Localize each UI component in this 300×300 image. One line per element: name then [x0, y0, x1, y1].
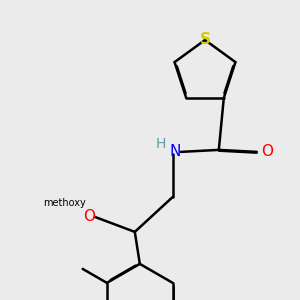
Text: O: O	[261, 144, 273, 159]
Text: H: H	[156, 137, 166, 151]
Text: S: S	[200, 32, 211, 46]
Text: O: O	[83, 209, 95, 224]
Text: methoxy: methoxy	[44, 198, 86, 208]
Text: N: N	[169, 144, 181, 159]
